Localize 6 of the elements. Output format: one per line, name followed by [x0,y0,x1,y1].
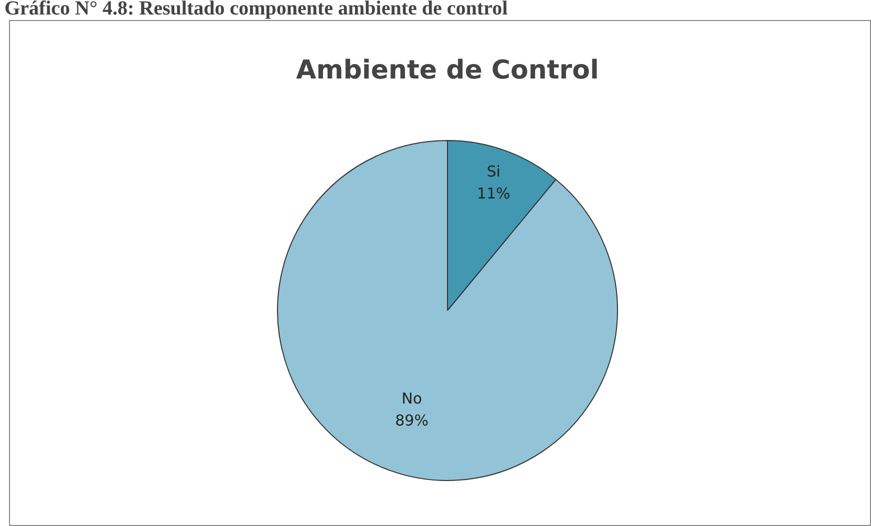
data-label: 89% [395,412,428,430]
chart-title: Ambiente de Control [296,56,599,86]
data-label: 11% [476,184,510,203]
slice-label: Si [486,162,500,181]
slice-label: No [402,390,422,408]
text: Gráfico N° 4.8: Resultado componente ambiente de control [4,0,508,20]
